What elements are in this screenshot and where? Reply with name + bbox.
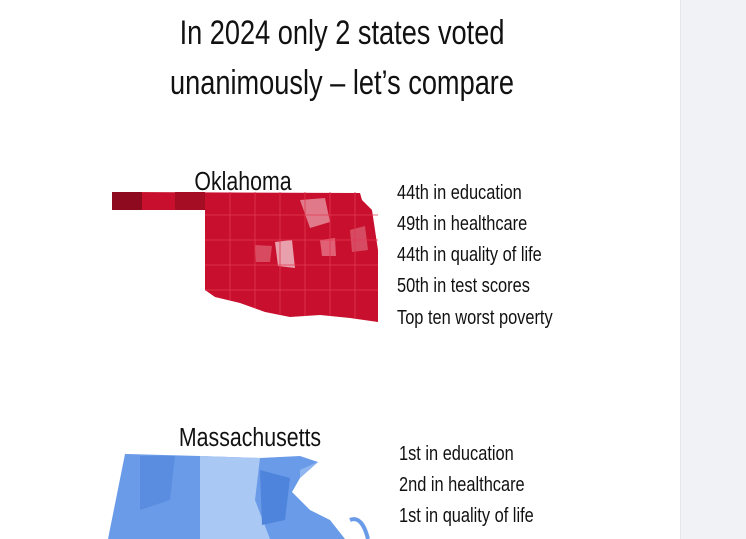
fact: 44th in quality of life [397, 242, 542, 265]
fact: 1st in education [399, 441, 514, 464]
fact: 50th in test scores [397, 273, 530, 296]
oklahoma-map [112, 192, 378, 322]
fact: 49th in healthcare [397, 211, 527, 234]
infographic: In 2024 only 2 states voted unanimously … [108, 13, 553, 539]
fact: 44th in education [397, 180, 522, 203]
massachusetts-map [108, 454, 370, 539]
title-line: unanimously – let’s compare [170, 63, 514, 102]
sidebar [680, 0, 746, 539]
state-name: Massachusetts [179, 423, 321, 453]
state-name: Oklahoma [194, 167, 292, 197]
fact: 1st in quality of life [399, 503, 534, 526]
fact: Top ten worst poverty [397, 305, 553, 328]
title-line: In 2024 only 2 states voted [180, 13, 505, 52]
fact: 2nd in healthcare [399, 472, 525, 495]
